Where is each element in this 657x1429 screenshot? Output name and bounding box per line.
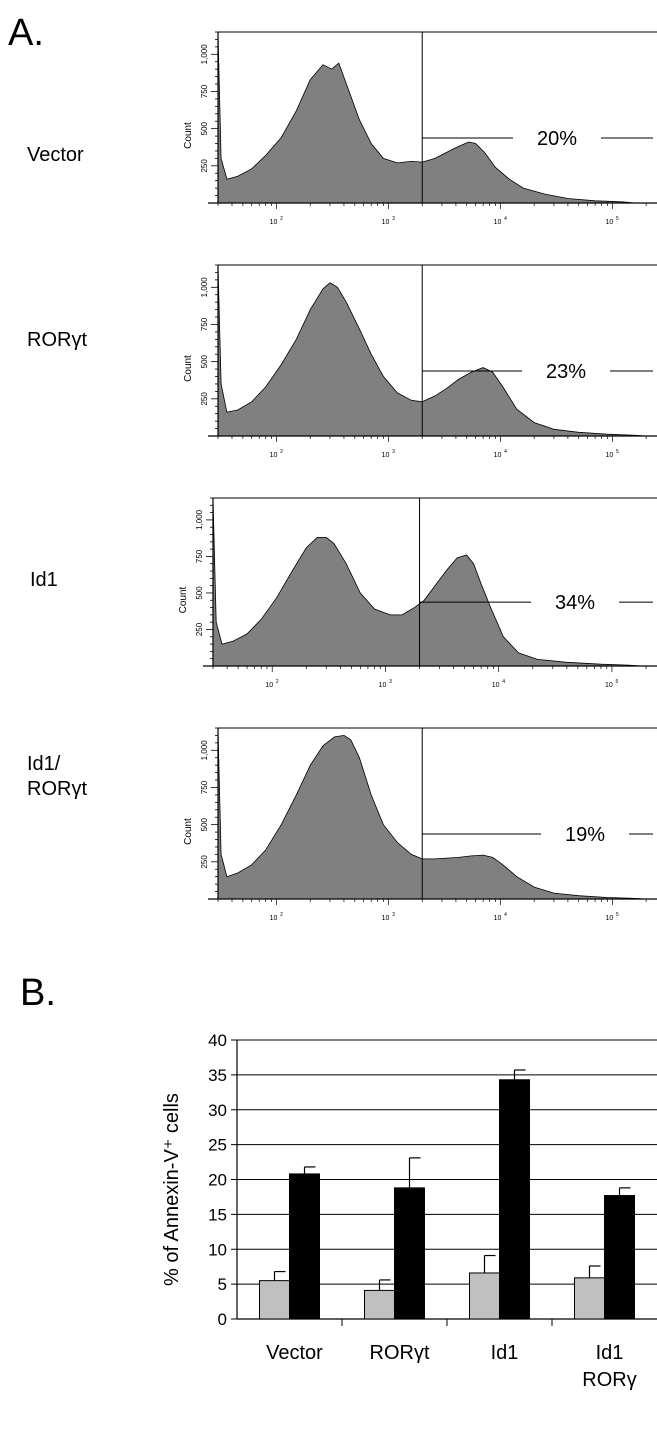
row-label-rorgt: RORγt [27,329,87,351]
row-label-id1: Id1 [30,569,58,591]
x-tick-label: 10 [606,219,614,226]
x-tick-label: 10 [606,915,614,920]
x-tick-label: 10 [270,915,278,920]
x-tick-exponent: 3 [392,216,395,222]
x-tick-exponent: 2 [280,912,283,918]
x-tick-label: 10 [382,915,390,920]
row-label-id1-rorgt: Id1/ RORγt [27,752,87,802]
gate-percent-label: 34% [555,592,595,614]
gate-percent-label: 20% [537,128,577,150]
y-axis-label: % of Annexin-V⁺ cells [161,1093,183,1286]
x-tick-exponent: 4 [504,216,507,222]
histogram-area [212,497,641,667]
bar-plot: 0 5 10 15 20 25 30 35 40 % of Annexin-V⁺ cells Vec… [161,1031,657,1391]
x-tick-exponent: 5 [616,449,619,455]
y-axis-label: Count [178,586,189,613]
bar [289,1173,320,1320]
x-tick-exponent: 4 [504,912,507,918]
bar [574,1277,605,1320]
bar [499,1079,530,1320]
x-category-label: RORγ [582,1369,636,1391]
y-tick-label: 40 [208,1031,227,1050]
panel-b-label: B. [20,972,56,1014]
bar [259,1280,290,1320]
x-tick-exponent: 2 [276,679,279,685]
x-tick-exponent: 4 [502,679,505,685]
bar [364,1289,395,1320]
x-tick-exponent: 5 [616,216,619,222]
bar [394,1187,425,1320]
y-tick-label: 750 [200,317,209,331]
x-tick-label: 10 [382,219,390,226]
row-label-vector: Vector [27,144,84,166]
y-tick-label: 5 [218,1275,227,1294]
x-tick-label: 10 [492,682,500,689]
x-category-label: RORγt [370,1342,430,1364]
y-axis-label: Count [183,355,194,382]
x-tick-exponent: 3 [392,912,395,918]
y-tick-label: 1,000 [200,277,209,298]
x-tick-label: 10 [379,682,387,689]
y-tick-label: 30 [208,1101,227,1120]
y-tick-label: 1,000 [195,509,204,530]
y-axis-label: Count [183,122,194,149]
y-tick-label: 250 [200,159,209,173]
x-tick-label: 10 [494,452,502,459]
x-tick-label: 10 [605,682,613,689]
bar [604,1195,635,1320]
x-tick-exponent: 2 [280,216,283,222]
x-tick-label: 10 [270,219,278,226]
x-tick-label: 10 [606,452,614,459]
y-axis-label: Count [183,818,194,845]
y-tick-label: 750 [195,549,204,563]
histogram-area [217,727,647,900]
y-tick-label: 250 [195,622,204,636]
y-tick-label: 500 [200,817,209,831]
x-tick-label: 10 [265,682,273,689]
x-category-label: Id1 [596,1342,624,1364]
bar-chart: 0 5 10 15 20 25 30 35 40 % of Annexin-V⁺ cells Vec… [161,1031,657,1391]
histogram-area [217,31,636,204]
y-tick-label: 1,000 [200,740,209,761]
histogram-area [217,264,647,437]
x-tick-label: 10 [270,452,278,459]
y-tick-label: 750 [200,84,209,98]
x-tick-exponent: 3 [392,449,395,455]
x-tick-exponent: 2 [280,449,283,455]
y-tick-label: 750 [200,780,209,794]
x-tick-exponent: 4 [504,449,507,455]
x-tick-exponent: 3 [389,679,392,685]
x-category-label: Id1 [491,1342,519,1364]
x-tick-label: 10 [494,219,502,226]
bar [469,1272,500,1320]
gate-percent-label: 19% [565,824,605,846]
x-tick-exponent: 5 [616,679,619,685]
row-label-id1-rorgt-line2: RORγt [27,778,87,800]
y-tick-label: 20 [208,1171,227,1190]
y-tick-label: 0 [218,1310,227,1329]
y-tick-label: 10 [208,1240,227,1259]
y-tick-label: 15 [208,1205,227,1224]
y-tick-label: 25 [208,1136,227,1155]
row-label-id1-rorgt-line1: Id1/ [27,753,61,775]
y-tick-label: 1,000 [200,44,209,65]
y-tick-label: 250 [200,392,209,406]
panel-a-label: A. [8,12,44,54]
y-tick-label: 500 [200,354,209,368]
y-tick-label: 35 [208,1066,227,1085]
y-tick-label: 500 [195,586,204,600]
x-tick-exponent: 5 [616,912,619,918]
x-tick-label: 10 [382,452,390,459]
x-category-label: Vector [266,1342,323,1364]
gate-percent-label: 23% [546,361,586,383]
x-tick-label: 10 [494,915,502,920]
y-tick-label: 250 [200,855,209,869]
y-tick-label: 500 [200,121,209,135]
